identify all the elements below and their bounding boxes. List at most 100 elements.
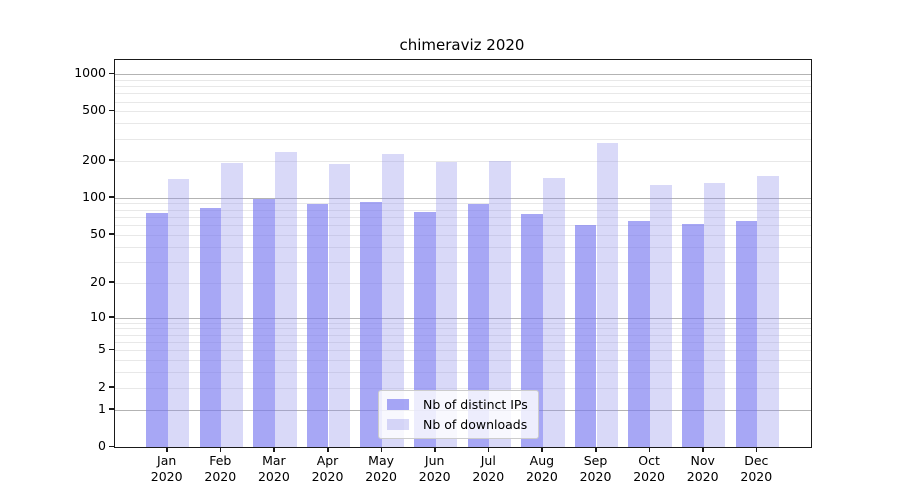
x-tick-label: Mar 2020	[257, 453, 290, 484]
y-tick-label: 1000	[74, 65, 106, 81]
bar-downloads	[274, 152, 297, 447]
gridlines-layer	[115, 60, 811, 447]
y-tick-label: 2	[98, 378, 106, 394]
y-tick-mark	[109, 72, 114, 75]
x-tick-mark	[219, 447, 222, 452]
y-tick-mark	[109, 445, 114, 447]
y-tick-label: 500	[82, 102, 106, 118]
y-tick-mark	[109, 159, 114, 161]
plot-area	[114, 59, 812, 448]
legend-label-distinct-ips: Nb of distinct IPs	[423, 397, 528, 412]
legend-item-distinct-ips: Nb of distinct IPs	[387, 397, 528, 412]
x-tick-mark	[273, 447, 275, 452]
minor-gridline	[115, 123, 811, 125]
x-tick-label: Dec 2020	[740, 453, 773, 484]
minor-gridline	[115, 101, 811, 103]
y-tick-mark	[109, 109, 114, 112]
minor-gridline	[115, 209, 811, 211]
x-tick-label: Oct 2020	[633, 453, 665, 484]
bar-downloads	[221, 163, 244, 447]
minor-gridline	[115, 203, 811, 205]
x-tick-mark	[166, 447, 168, 452]
bar-downloads	[650, 185, 672, 447]
y-tick-label: 50	[90, 225, 106, 241]
minor-gridline	[115, 322, 811, 324]
legend-label-downloads: Nb of downloads	[423, 417, 528, 432]
x-tick-mark	[541, 447, 543, 452]
minor-gridline	[115, 334, 811, 336]
x-tick-mark	[648, 447, 651, 452]
bar-downloads	[489, 160, 512, 447]
legend-item-downloads: Nb of downloads	[387, 417, 528, 432]
x-tick-mark	[434, 447, 436, 452]
bar-downloads	[167, 179, 190, 447]
minor-gridline	[115, 246, 811, 248]
legend-swatch-downloads-icon	[387, 419, 409, 430]
minor-gridline	[115, 138, 811, 140]
legend: Nb of distinct IPs Nb of downloads	[378, 390, 539, 439]
y-tick-mark	[109, 316, 114, 318]
bar-downloads	[596, 143, 619, 447]
minor-gridline	[115, 79, 811, 81]
major-gridline	[115, 74, 811, 76]
x-tick-mark	[327, 447, 329, 452]
y-tick-label: 10	[90, 308, 106, 324]
y-tick-mark	[109, 408, 114, 410]
x-tick-mark	[595, 447, 597, 452]
major-gridline	[115, 317, 811, 319]
bar-downloads	[328, 164, 351, 447]
minor-gridline	[115, 86, 811, 88]
minor-gridline	[115, 216, 811, 218]
x-tick-mark	[755, 447, 758, 452]
minor-gridline	[115, 387, 811, 389]
x-tick-mark	[487, 447, 490, 452]
x-tick-label: Jun 2020	[418, 453, 451, 484]
x-tick-mark	[702, 447, 704, 452]
x-tick-label: Jul 2020	[472, 453, 505, 484]
x-tick-mark	[380, 447, 383, 452]
x-tick-label: Aug 2020	[525, 453, 558, 484]
minor-gridline	[115, 234, 811, 236]
x-tick-label: Nov 2020	[686, 453, 719, 484]
legend-swatch-distinct-ips-icon	[387, 399, 409, 410]
minor-gridline	[115, 261, 811, 263]
bars-layer	[115, 60, 811, 447]
minor-gridline	[115, 160, 811, 162]
bar-distinct-ips	[253, 198, 275, 447]
bar-distinct-ips	[360, 202, 383, 447]
minor-gridline	[115, 372, 811, 374]
y-tick-mark	[109, 386, 114, 388]
x-tick-label: Feb 2020	[204, 453, 237, 484]
major-gridline	[115, 197, 811, 199]
bar-distinct-ips	[306, 204, 329, 447]
bar-distinct-ips	[735, 220, 758, 447]
x-tick-label: Jan 2020	[150, 453, 183, 484]
bar-distinct-ips	[574, 225, 597, 447]
y-tick-label: 20	[90, 273, 106, 289]
minor-gridline	[115, 328, 811, 330]
y-tick-label: 100	[82, 188, 106, 204]
y-tick-mark	[109, 196, 114, 198]
bar-distinct-ips	[681, 224, 704, 447]
y-tick-label: 5	[98, 341, 106, 357]
bar-downloads	[757, 176, 780, 447]
bar-distinct-ips	[145, 213, 168, 447]
x-tick-label: Apr 2020	[311, 453, 344, 484]
bar-downloads	[382, 154, 404, 447]
y-tick-label: 1	[98, 400, 106, 416]
y-tick-label: 200	[82, 151, 106, 167]
bar-distinct-ips	[199, 207, 222, 447]
y-tick-mark	[109, 233, 114, 235]
minor-gridline	[115, 341, 811, 343]
y-tick-label: 0	[98, 438, 106, 453]
bar-distinct-ips	[628, 220, 651, 447]
minor-gridline	[115, 360, 811, 362]
minor-gridline	[115, 282, 811, 284]
minor-gridline	[115, 225, 811, 227]
bar-downloads	[435, 162, 458, 447]
bar-distinct-ips	[467, 203, 490, 447]
y-tick-mark	[109, 348, 114, 351]
bar-downloads	[703, 183, 726, 447]
bar-distinct-ips	[521, 213, 543, 447]
